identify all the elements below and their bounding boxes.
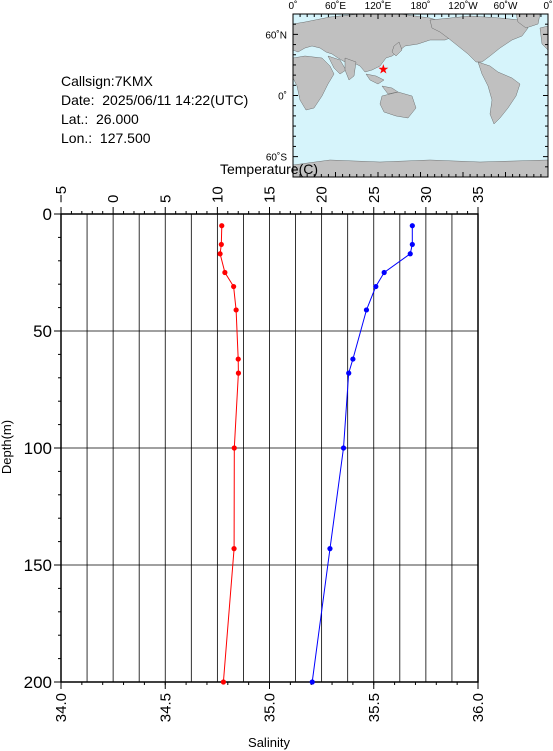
station-marker-icon: ★ <box>377 62 389 77</box>
salinity-tick-label: 34.5 <box>157 693 174 722</box>
salinity-point <box>218 241 224 248</box>
salinity-point <box>231 445 237 451</box>
station-info: Callsign:7KMX Date: 2025/06/11 14:22(UTC… <box>61 72 248 148</box>
salinity-series-line <box>219 225 239 683</box>
temperature-tick-label: 30 <box>418 186 435 203</box>
map-longitude-label: 120˚E <box>365 0 392 12</box>
depth-tick-label: 0 <box>43 205 52 224</box>
depth-tick-label: 150 <box>24 556 52 575</box>
chart-grid <box>60 213 479 683</box>
map-longitude-labels: 0˚ 60˚E 120˚E 180˚ 120˚W 60˚W 0˚ <box>289 0 553 12</box>
temperature-point <box>363 307 370 313</box>
temperature-point <box>346 370 352 376</box>
temperature-tick-label: 20 <box>314 186 331 203</box>
map-longitude-label: 60˚E <box>325 0 346 12</box>
temperature-point <box>350 356 356 362</box>
date-text: Date: 2025/06/11 14:22(UTC) <box>61 92 249 108</box>
salinity-point <box>220 679 227 685</box>
temperature-tick-label: −5 <box>53 186 70 203</box>
temperature-point <box>373 283 379 290</box>
salinity-point <box>231 283 237 290</box>
temperature-series-line <box>311 225 413 683</box>
depth-tick-label: 50 <box>33 322 52 341</box>
temperature-point <box>407 251 413 257</box>
temperature-series <box>309 223 415 685</box>
salinity-series <box>217 223 242 685</box>
temperature-tick-label: 25 <box>366 186 383 203</box>
temperature-point <box>309 679 315 685</box>
salinity-point <box>231 546 237 552</box>
salinity-point <box>233 307 239 313</box>
latitude-text: Lat.: 26.000 <box>61 111 139 127</box>
salinity-tick-label: 34.0 <box>53 693 70 722</box>
depth-tick-label: 100 <box>24 439 52 458</box>
salinity-point <box>219 223 225 229</box>
callsign-text: Callsign:7KMX <box>61 73 153 89</box>
temperature-tick-label: 10 <box>209 186 226 203</box>
map-longitude-label: 0˚ <box>544 0 553 12</box>
salinity-tick-label: 35.5 <box>366 693 383 722</box>
map-ticks <box>292 13 549 178</box>
chart-series <box>217 223 415 685</box>
temperature-point <box>409 241 415 248</box>
map-longitude-label: 180˚ <box>410 0 430 12</box>
salinity-point <box>235 356 241 362</box>
map-longitude-label: 0˚ <box>289 0 298 12</box>
temperature-point <box>381 269 387 276</box>
depth-axis-label: Depth(m) <box>0 420 14 474</box>
salinity-point <box>217 251 223 257</box>
longitude-text: Lon.: 127.500 <box>61 130 151 146</box>
temperature-point <box>409 223 415 229</box>
temperature-point <box>327 546 333 552</box>
temperature-tick-label: 15 <box>262 186 279 203</box>
salinity-axis-label: Salinity <box>248 735 290 750</box>
salinity-tick-label: 36.0 <box>470 693 487 722</box>
salinity-tick-label: 35.0 <box>262 693 279 722</box>
salinity-point <box>235 370 242 376</box>
temperature-tick-label: 35 <box>470 186 487 203</box>
temperature-axis-label: Temperature(C) <box>220 161 318 177</box>
temperature-point <box>340 445 347 451</box>
temperature-tick-label: 5 <box>157 195 174 203</box>
temperature-tick-label: 0 <box>105 195 122 203</box>
map-longitude-label: 120˚W <box>448 0 478 12</box>
map-latitude-label: 0˚ <box>278 91 287 103</box>
map-latitude-label: 60˚N <box>265 29 287 41</box>
salinity-point <box>222 269 228 276</box>
depth-tick-label: 200 <box>24 673 52 692</box>
map-latitude-label: 60˚S <box>266 152 287 164</box>
world-map: 0˚ 60˚E 120˚E 180˚ 120˚W 60˚W 0˚ 60˚N 0˚ 60˚S ★ <box>265 0 553 178</box>
map-latitude-labels: 60˚N 0˚ 60˚S <box>265 29 287 163</box>
map-land <box>293 14 548 177</box>
map-longitude-label: 60˚W <box>494 0 518 12</box>
